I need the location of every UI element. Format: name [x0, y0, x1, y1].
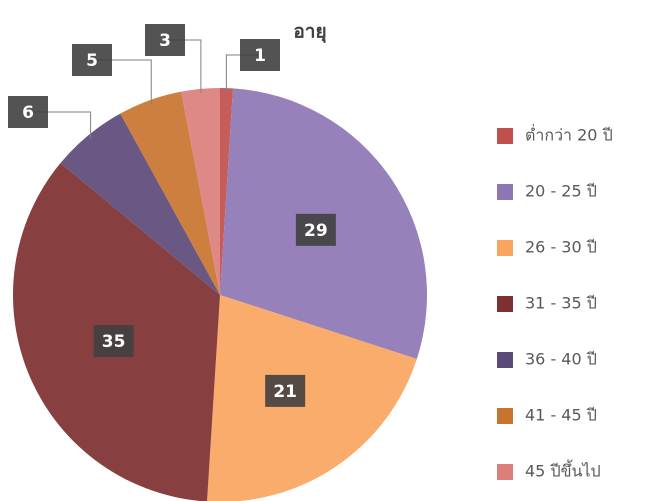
data-label: 29: [304, 221, 328, 241]
data-label: 5: [86, 51, 98, 71]
legend-swatch: [497, 408, 513, 424]
data-label: 35: [102, 332, 126, 352]
data-label: 3: [159, 31, 171, 51]
chart-title: อายุ: [293, 21, 326, 44]
data-label: 21: [273, 382, 297, 402]
chart: อายุ 1 29 21 35 6 5 3 ต่ำกว่า 20 ปี 20 - 25 ปี 26…: [0, 0, 648, 501]
legend-label: 41 - 45 ปี: [525, 406, 597, 425]
legend-label: ต่ำกว่า 20 ปี: [525, 124, 613, 145]
legend-label: 31 - 35 ปี: [525, 294, 597, 313]
legend-swatch: [497, 184, 513, 200]
legend-label: 26 - 30 ปี: [525, 238, 597, 257]
legend-label: 20 - 25 ปี: [525, 182, 597, 201]
legend-swatch: [497, 352, 513, 368]
legend-label: 36 - 40 ปี: [525, 350, 597, 369]
legend-swatch: [497, 296, 513, 312]
legend-swatch: [497, 464, 513, 480]
data-label: 1: [254, 46, 266, 66]
legend-swatch: [497, 240, 513, 256]
data-label: 6: [22, 103, 34, 123]
legend-label: 45 ปีขึ้นไป: [525, 460, 601, 481]
legend-swatch: [497, 128, 513, 144]
